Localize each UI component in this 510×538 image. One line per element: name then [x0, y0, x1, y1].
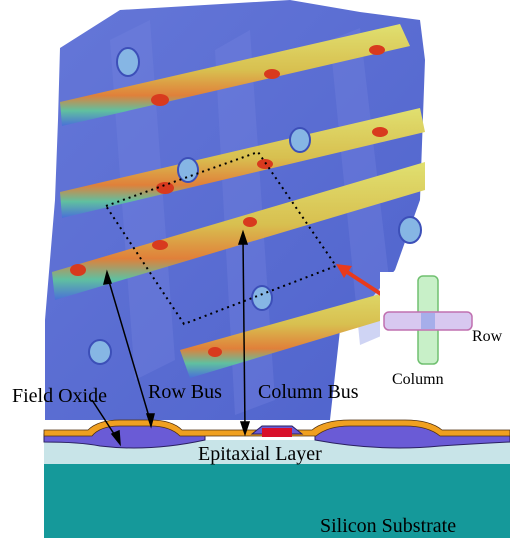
row-bus-arrow — [107, 277, 151, 421]
field-oxide-arrowhead — [110, 429, 121, 447]
contact-pad — [398, 216, 422, 244]
silicon-substrate-label: Silicon Substrate — [320, 515, 457, 537]
hot-spot — [156, 182, 174, 194]
row-bus-ridge — [60, 108, 425, 218]
column-bus-arrow — [242, 237, 246, 431]
contact-pad — [251, 285, 273, 311]
pointer-arrow — [336, 264, 386, 298]
inset-schematic — [380, 272, 473, 368]
contact-pad — [88, 339, 112, 365]
silicon-substrate-layer — [44, 462, 510, 538]
contact-pad — [177, 157, 199, 183]
column-bus-arrowhead-top — [237, 229, 249, 245]
column-bus-label: Column Bus — [258, 381, 359, 403]
inset-column-label: Column — [392, 371, 444, 388]
hot-spot — [208, 347, 222, 357]
epitaxial-layer-label: Epitaxial Layer — [198, 443, 322, 465]
row-bus-ridge — [180, 280, 430, 378]
contact-pad — [289, 127, 311, 153]
column-bus-arrowhead-bottom — [239, 421, 251, 437]
row-bus-ridge — [52, 162, 425, 300]
inset-contact — [421, 313, 435, 329]
hot-spot — [372, 127, 388, 137]
hot-spot — [152, 240, 168, 250]
inset-row-label: Row — [472, 328, 503, 345]
field-oxide-label: Field Oxide — [12, 385, 107, 407]
contact-pad — [116, 47, 140, 77]
hot-spot — [369, 45, 385, 55]
annotation-arrows — [91, 229, 251, 447]
row-bus-arrowhead-top — [103, 269, 113, 285]
row-bus-label: Row Bus — [148, 381, 222, 403]
cross-section — [43, 419, 510, 538]
hot-spot — [264, 69, 280, 79]
hot-spot — [70, 264, 86, 276]
surface-scan — [45, 0, 430, 420]
hot-spot — [243, 217, 257, 227]
column-bus-core — [262, 428, 292, 437]
top-metal-layer — [43, 419, 510, 437]
row-bus-arrowhead-bottom — [145, 413, 155, 429]
row-bus-ridge — [60, 24, 410, 126]
hot-spot — [151, 94, 169, 106]
